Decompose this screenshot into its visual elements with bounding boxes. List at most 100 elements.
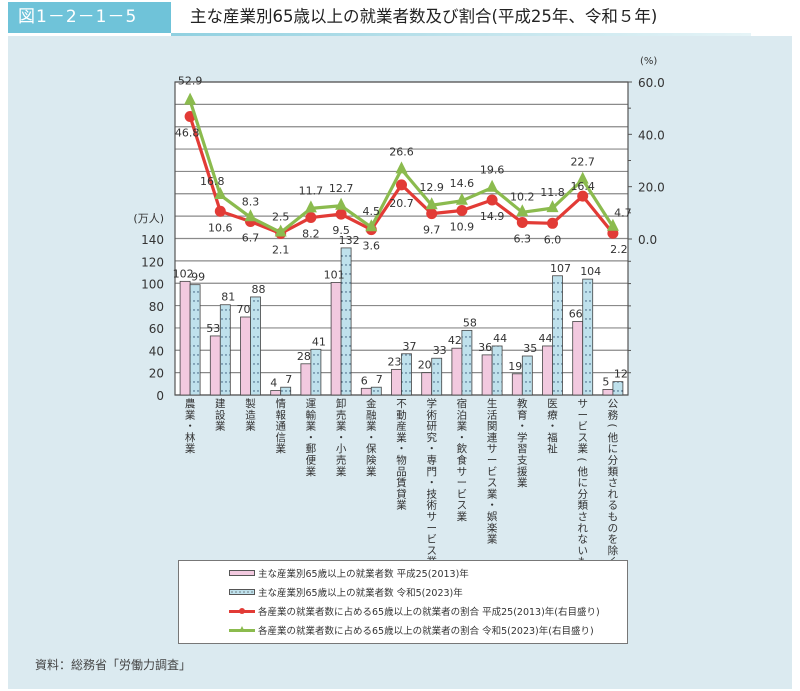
y-left-tick-label: 60: [149, 322, 164, 336]
triangle-marker-icon: [184, 92, 197, 105]
category-label-char: 医: [547, 398, 558, 410]
line-2013-value: 8.2: [302, 228, 320, 241]
category-label-char: 教: [517, 397, 528, 410]
line-2013-value: 10.6: [208, 221, 233, 234]
legend-label: 各産業の就業者数に占める65歳以上の就業者の割合 平成25(2013)年(右目盛…: [258, 607, 600, 618]
category-label-char: ス: [426, 545, 437, 557]
category-label-char: れ: [608, 488, 619, 500]
category-label-char: も: [608, 511, 619, 523]
bar-2023-value: 12: [614, 368, 628, 381]
legend-item-line-2013: 各産業の就業者数に占める65歳以上の就業者の割合 平成25(2013)年(右目盛…: [229, 603, 600, 619]
category-label-char: ・: [306, 432, 317, 444]
bar-2023-value: 81: [221, 291, 235, 304]
bar-2023: [582, 278, 594, 396]
triangle-marker-icon: [214, 187, 227, 200]
category-label-char: 楽: [487, 521, 498, 534]
red-circle-line-swatch-icon: [229, 607, 255, 614]
bar-2013-value: 70: [237, 303, 251, 316]
bar-2023: [310, 348, 322, 396]
category-label-char: 運: [306, 398, 317, 410]
triangle-marker-icon: [304, 200, 317, 213]
y-left-tick-label: 80: [149, 300, 164, 314]
legend-item-bar-2023: 主な産業別65歳以上の就業者数 令和5(2023)年: [229, 584, 463, 600]
y-left-tick-label: 0: [156, 389, 164, 403]
bar-2013-value: 19: [508, 360, 522, 373]
category-label-char: 支: [517, 455, 528, 467]
category-label-char: さ: [577, 511, 588, 523]
triangle-marker-icon: [606, 218, 619, 231]
line-2013-value: 2.2: [610, 243, 628, 256]
figure-header: 図1－2－1－5 主な産業別65歳以上の就業者数及び割合(平成25年、令和５年): [0, 0, 800, 36]
category-label-char: 物: [396, 454, 407, 467]
category-label-char: 専: [426, 455, 437, 467]
category-label-char: 福: [547, 431, 558, 444]
bar-2013: [360, 387, 372, 396]
bar-2023-value: 37: [403, 340, 417, 353]
triangle-marker-icon: [335, 197, 348, 210]
category-label-char: 研: [426, 421, 437, 433]
bar-2013: [240, 316, 251, 396]
line-2013-value: 20.7: [389, 197, 414, 210]
category-label-char: 業: [457, 420, 468, 433]
category-label-char: ー: [426, 522, 437, 534]
bar-2013-value: 5: [602, 375, 609, 388]
category-label-char: 類: [577, 500, 588, 512]
bar-2023: [250, 296, 261, 396]
category-label-char: 小: [336, 443, 347, 455]
dotted-blue-bar-swatch-icon: [229, 589, 255, 595]
category-label-char: 通: [275, 421, 286, 433]
line-2013-value: 6.7: [242, 231, 260, 244]
line-2023-value: 4.7: [614, 207, 632, 220]
pink-bar-swatch-icon: [229, 570, 255, 576]
legend-label: 主な産業別65歳以上の就業者数 令和5(2023)年: [258, 588, 463, 599]
category-label-char: ビ: [577, 421, 588, 433]
category-label-char: 他: [608, 431, 619, 444]
category-label-char: サ: [577, 398, 588, 410]
category-label-char: 学: [426, 397, 437, 410]
green-triangle-line-swatch-icon: [229, 625, 255, 632]
figure-number: 図1－2－1－5: [8, 2, 171, 33]
bar-2013-value: 102: [173, 267, 194, 280]
category-label-char: 分: [577, 488, 588, 500]
category-label-char: ス: [457, 500, 468, 512]
bar-2013-value: 20: [418, 359, 432, 372]
category-label-char: ス: [487, 477, 498, 489]
circle-marker-icon: [516, 217, 528, 229]
line-2023-value: 19.6: [480, 164, 505, 177]
y-right-unit-label: (%): [640, 56, 657, 67]
line-2013-value: 46.8: [175, 127, 200, 140]
category-label-char: ・: [547, 421, 558, 433]
category-label-char: ビ: [426, 534, 437, 546]
y-left-tick-label: 120: [141, 255, 164, 269]
bar-2013-value: 36: [478, 341, 492, 354]
bar-2013-value: 4: [270, 377, 277, 390]
category-label-char: 貸: [396, 487, 407, 500]
bar-2023: [189, 284, 201, 396]
y-right-tick-label: 40.0: [638, 128, 665, 142]
triangle-marker-icon: [425, 197, 438, 210]
bar-2013: [391, 368, 402, 396]
line-2023-value: 22.7: [570, 156, 595, 169]
bar-2013: [209, 335, 221, 396]
bar-2023-value: 33: [433, 344, 447, 357]
circle-marker-icon: [426, 208, 438, 220]
bar-2013: [481, 354, 493, 396]
category-label-char: 業: [457, 510, 468, 523]
circle-marker-icon: [305, 212, 317, 224]
category-label-char: ・: [336, 432, 347, 444]
bar-2013: [451, 347, 463, 396]
bar-2023: [461, 329, 473, 396]
triangle-marker-icon: [455, 192, 468, 205]
bar-2013-value: 23: [388, 355, 402, 368]
triangle-marker-icon: [244, 209, 257, 222]
bar-2023-value: 7: [285, 373, 292, 386]
y-left-tick-label: 40: [149, 344, 164, 358]
category-label-char: れ: [577, 522, 588, 534]
y-right-tick-label: 60.0: [638, 76, 665, 90]
triangle-marker-icon: [365, 219, 378, 232]
category-label-char: 宿: [457, 397, 468, 410]
circle-marker-icon: [547, 217, 558, 229]
category-label-char: 術: [426, 408, 437, 421]
triangle-marker-icon: [576, 171, 589, 184]
line-2013-value: 16.4: [570, 180, 595, 193]
